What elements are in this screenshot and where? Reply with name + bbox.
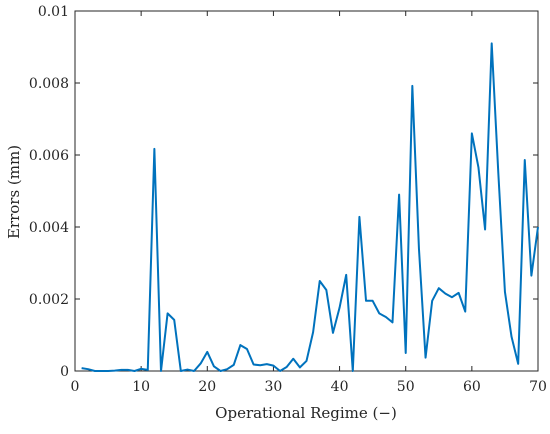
x-tick-label: 30 — [265, 379, 283, 395]
data-series — [81, 42, 539, 372]
y-tick-label: 0.006 — [29, 148, 69, 164]
series-line — [81, 42, 539, 372]
plot-area — [74, 10, 539, 372]
x-tick-label: 70 — [529, 379, 547, 395]
x-axis-label: Operational Regime (−) — [215, 404, 397, 422]
y-tick-label: 0.004 — [29, 220, 69, 236]
x-tick-label: 50 — [397, 379, 415, 395]
plot-background — [75, 11, 538, 371]
y-tick-label: 0.002 — [29, 292, 69, 308]
x-tick-label: 40 — [331, 379, 349, 395]
x-tick-label: 10 — [132, 379, 150, 395]
x-tick-label: 0 — [71, 379, 80, 395]
tick-labels: 0 10 20 30 40 50 60 70 0 0.002 0.004 0.006 0.008 0.01 — [29, 4, 547, 395]
x-tick-label: 60 — [463, 379, 481, 395]
y-tick-label: 0 — [60, 364, 69, 380]
y-axis-label: Errors (mm) — [5, 145, 23, 239]
y-tick-label: 0.008 — [29, 76, 69, 92]
x-tick-label: 20 — [198, 379, 216, 395]
y-tick-label: 0.01 — [38, 4, 69, 20]
plot-frame — [74, 10, 539, 372]
